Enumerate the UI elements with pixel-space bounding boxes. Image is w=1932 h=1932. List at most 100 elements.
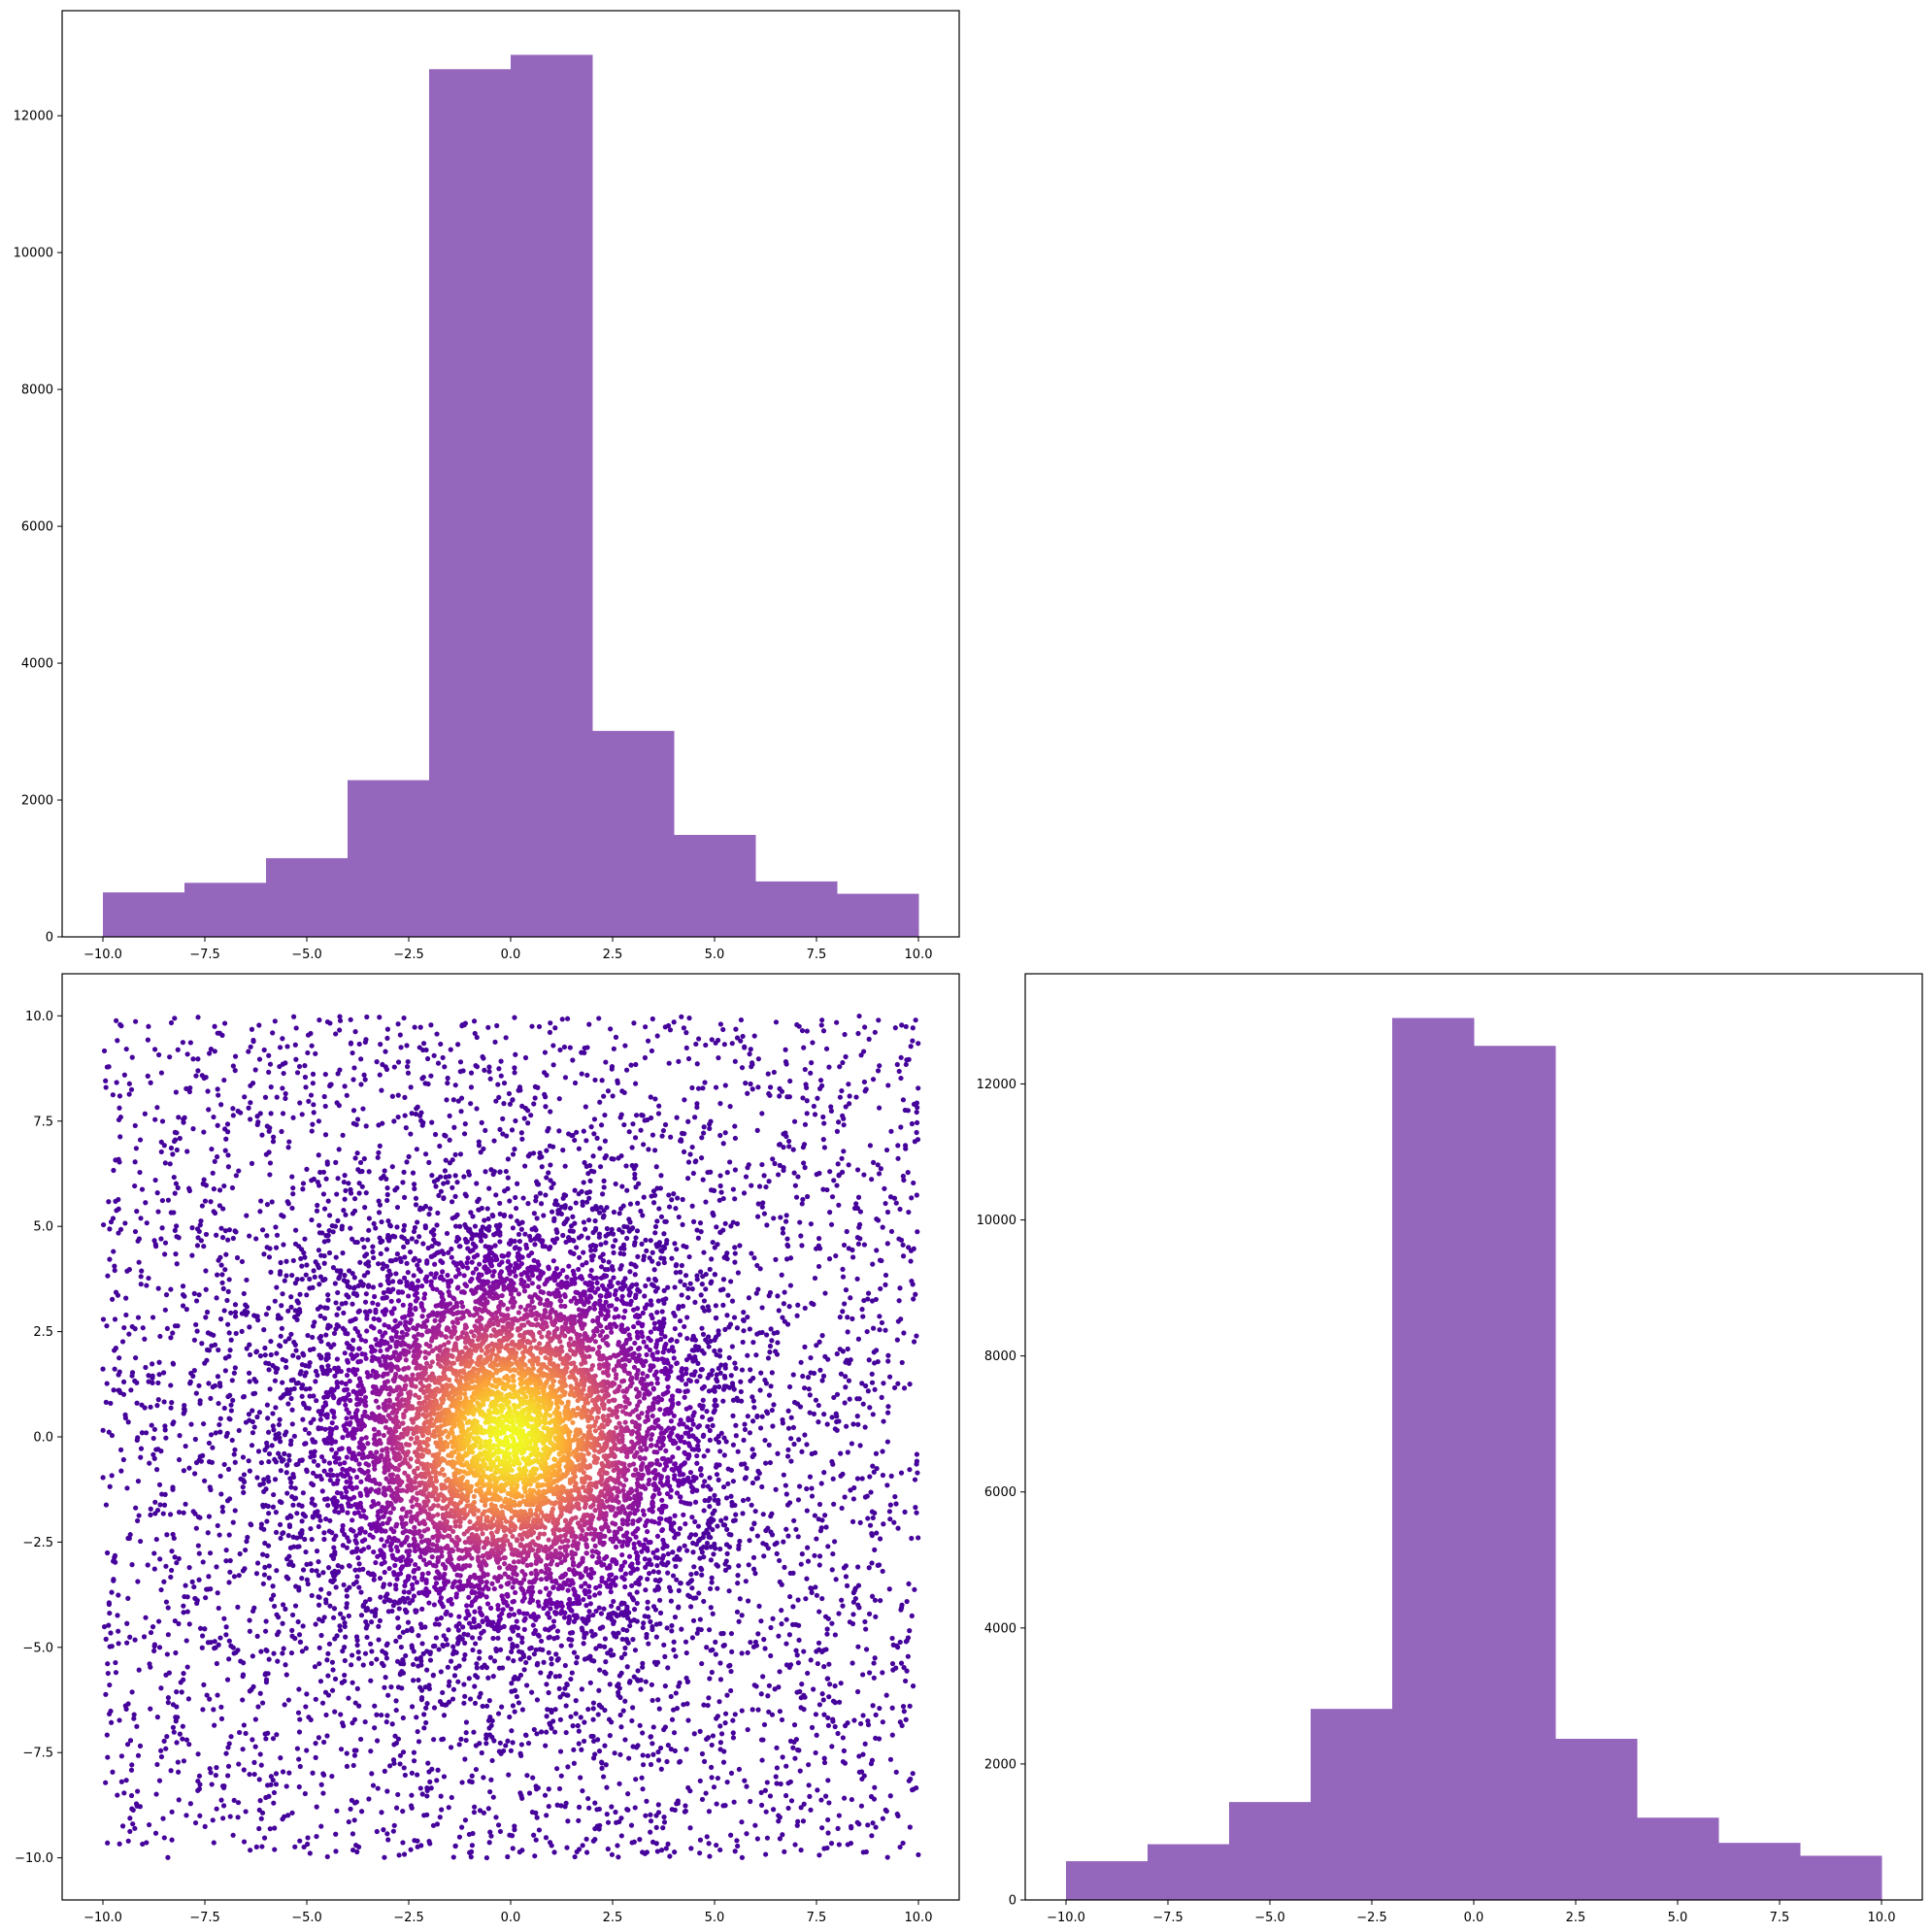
scatter-point: [770, 1616, 776, 1621]
scatter-point: [698, 1565, 704, 1571]
scatter-point: [253, 1844, 259, 1850]
scatter-point: [311, 1416, 316, 1422]
scatter-point: [106, 1064, 112, 1070]
scatter-point: [168, 1286, 174, 1292]
scatter-point: [818, 1525, 824, 1531]
scatter-point: [843, 1384, 849, 1390]
scatter-point: [546, 1170, 551, 1176]
scatter-point: [358, 1809, 365, 1815]
scatter-point: [797, 1219, 803, 1225]
scatter-point: [393, 1698, 399, 1704]
scatter-point: [195, 1235, 201, 1241]
scatter-point: [304, 1561, 310, 1567]
scatter-point: [746, 1496, 751, 1502]
scatter-point: [780, 1754, 785, 1760]
scatter-point: [217, 1532, 222, 1538]
scatter-point: [123, 1295, 129, 1301]
scatter-point: [336, 1276, 342, 1282]
scatter-point: [707, 1437, 713, 1443]
scatter-point: [709, 1037, 715, 1043]
scatter-point: [711, 1213, 716, 1218]
scatter-point: [496, 1094, 502, 1100]
scatter-point: [297, 1763, 303, 1770]
scatter-point: [705, 1735, 712, 1741]
scatter-point: [850, 1589, 856, 1596]
scatter-point: [235, 1604, 241, 1610]
scatter-point: [357, 1159, 364, 1166]
scatter-point: [379, 1660, 385, 1666]
scatter-point: [524, 1108, 531, 1114]
scatter-point: [767, 1349, 773, 1355]
scatter-point: [246, 1370, 252, 1376]
scatter-point: [279, 1499, 284, 1506]
scatter-point: [616, 1211, 622, 1216]
scatter-point: [446, 1699, 452, 1705]
scatter-point: [219, 1032, 225, 1038]
scatter-point: [640, 1786, 646, 1792]
scatter-point: [100, 1221, 107, 1228]
scatter-point: [226, 1532, 232, 1538]
scatter-point: [228, 1310, 234, 1316]
scatter-point: [689, 1203, 695, 1209]
scatter-point: [819, 1017, 825, 1023]
scatter-point: [204, 1692, 210, 1698]
scatter-point: [790, 1147, 796, 1152]
scatter-point: [350, 1762, 356, 1769]
scatter-point: [293, 1025, 299, 1031]
scatter-point: [447, 1137, 452, 1143]
scatter-point: [677, 1758, 683, 1764]
scatter-point: [611, 1209, 617, 1216]
scatter-point: [886, 1509, 893, 1515]
scatter-point: [285, 1697, 291, 1703]
scatter-point: [496, 1749, 502, 1754]
scatter-point: [376, 1122, 382, 1128]
scatter-point: [305, 1049, 311, 1056]
scatter-point: [506, 1772, 512, 1778]
scatter-point: [698, 1155, 705, 1161]
scatter-point: [731, 1799, 737, 1805]
scatter-point: [844, 1423, 849, 1429]
scatter-point: [349, 1797, 355, 1803]
scatter-point: [143, 1200, 149, 1206]
scatter-point: [610, 1093, 616, 1099]
scatter-point: [195, 1068, 201, 1074]
scatter-point: [235, 1648, 241, 1653]
scatter-point: [486, 1064, 492, 1070]
scatter-point: [425, 1760, 431, 1766]
scatter-point: [348, 1190, 354, 1196]
scatter-point: [838, 1450, 844, 1456]
scatter-point: [430, 1822, 437, 1828]
scatter-point: [272, 1018, 278, 1024]
scatter-point: [434, 1031, 440, 1037]
scatter-point: [247, 1628, 252, 1634]
scatter-point: [194, 1328, 200, 1334]
scatter-point: [512, 1823, 517, 1829]
scatter-point: [280, 1036, 285, 1042]
y-tick-label: 10000: [14, 247, 53, 261]
scatter-point: [449, 1246, 454, 1252]
scatter-point: [840, 1309, 846, 1315]
scatter-point: [124, 1485, 130, 1491]
scatter-point: [207, 1550, 214, 1556]
scatter-point: [512, 1827, 517, 1833]
scatter-point: [829, 1567, 835, 1573]
scatter-point: [402, 1254, 408, 1260]
scatter-point: [181, 1610, 186, 1616]
scatter-point: [162, 1240, 169, 1246]
scatter-point: [911, 1180, 916, 1186]
scatter-point: [586, 1195, 592, 1201]
scatter-point: [759, 1305, 765, 1311]
scatter-point: [203, 1074, 209, 1081]
scatter-point: [847, 1396, 852, 1402]
scatter-point: [468, 1854, 474, 1860]
scatter-point: [451, 1649, 457, 1654]
scatter-point: [369, 1649, 375, 1654]
scatter-point: [447, 1160, 453, 1166]
scatter-point: [713, 1651, 718, 1657]
scatter-point: [181, 1603, 186, 1609]
scatter-point: [401, 1015, 407, 1021]
scatter-point: [212, 1210, 218, 1216]
scatter-point: [322, 1132, 329, 1138]
scatter-point: [457, 1244, 463, 1249]
scatter-point: [224, 1677, 231, 1682]
